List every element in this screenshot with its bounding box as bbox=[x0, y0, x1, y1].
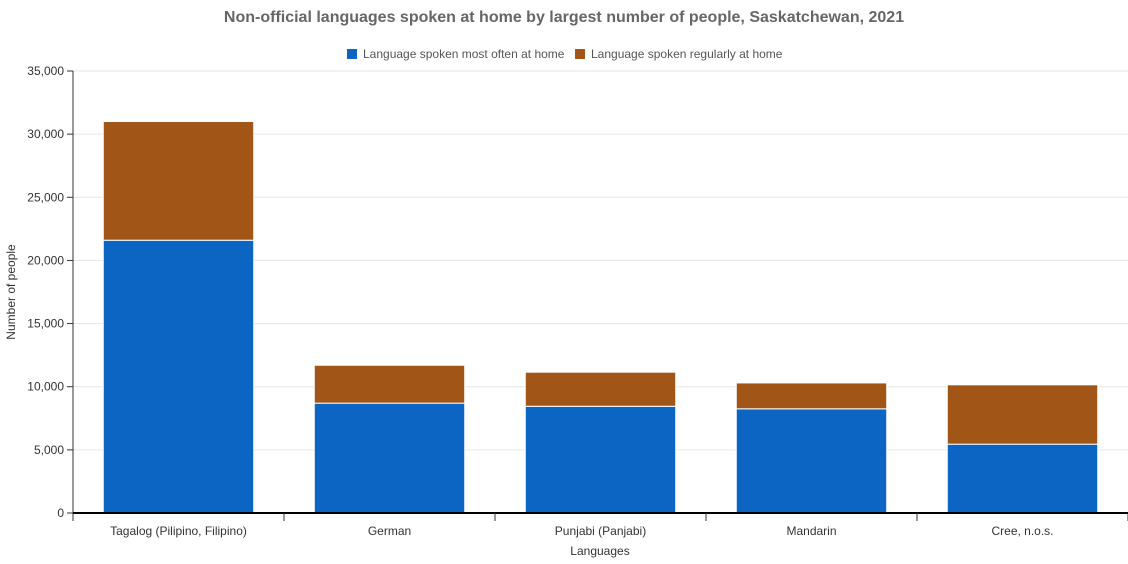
y-tick-label: 35,000 bbox=[27, 64, 64, 78]
x-axis-title: Languages bbox=[570, 544, 629, 558]
bar-segment bbox=[735, 382, 888, 410]
bar-segment bbox=[524, 405, 677, 514]
y-tick-label: 20,000 bbox=[27, 253, 64, 267]
bar-segment bbox=[946, 443, 1099, 514]
legend-layer: Language spoken most often at home Langua… bbox=[347, 47, 783, 61]
y-tick-label: 30,000 bbox=[27, 127, 64, 141]
legend-label: Language spoken regularly at home bbox=[591, 47, 783, 61]
y-tick-label: 15,000 bbox=[27, 317, 64, 331]
bar-segment bbox=[735, 408, 888, 514]
bar-segment bbox=[313, 402, 466, 514]
x-tick-label: Mandarin bbox=[786, 524, 836, 538]
x-tick-label: German bbox=[368, 524, 411, 538]
y-tick-label: 0 bbox=[57, 506, 64, 520]
bar-layer bbox=[102, 121, 1099, 514]
x-tick-label: Tagalog (Pilipino, Filipino) bbox=[110, 524, 247, 538]
axis-layer: 0 5,000 10,000 15,000 20,000 25,000 30,000 35,0… bbox=[4, 64, 1128, 558]
y-tick-label: 5,000 bbox=[34, 443, 64, 457]
bar-segment bbox=[946, 384, 1099, 445]
legend-swatch bbox=[575, 49, 585, 59]
bar-segment bbox=[102, 239, 255, 514]
y-tick-label: 25,000 bbox=[27, 190, 64, 204]
chart-title: Non-official languages spoken at home by… bbox=[223, 9, 905, 26]
legend-label: Language spoken most often at home bbox=[363, 47, 565, 61]
y-axis-title: Number of people bbox=[4, 244, 18, 340]
y-tick-label: 10,000 bbox=[27, 380, 64, 394]
bar-segment bbox=[102, 121, 255, 241]
legend-swatch bbox=[347, 49, 357, 59]
bar-segment bbox=[524, 371, 677, 407]
x-tick-label: Punjabi (Panjabi) bbox=[555, 524, 646, 538]
bar-segment bbox=[313, 364, 466, 404]
x-tick-label: Cree, n.o.s. bbox=[991, 524, 1053, 538]
